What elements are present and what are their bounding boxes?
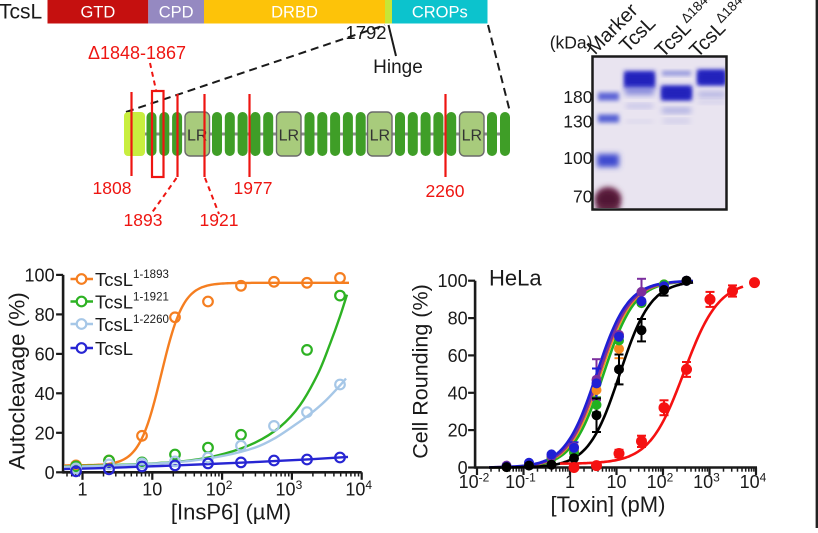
svg-text:LR: LR <box>279 128 299 145</box>
svg-text:CROPs: CROPs <box>412 4 468 22</box>
svg-text:10: 10 <box>142 480 162 500</box>
svg-text:70: 70 <box>573 187 593 207</box>
svg-text:1: 1 <box>565 472 575 492</box>
svg-text:TcsL: TcsL <box>95 338 133 359</box>
svg-text:10: 10 <box>606 472 626 492</box>
svg-text:1921: 1921 <box>200 210 239 230</box>
svg-text:1792: 1792 <box>345 22 386 43</box>
svg-text:20: 20 <box>35 423 55 443</box>
svg-text:100: 100 <box>438 271 468 291</box>
svg-text:40: 40 <box>448 383 468 403</box>
svg-text:[InsP6] (µM): [InsP6] (µM) <box>171 500 291 525</box>
svg-text:0: 0 <box>45 463 55 483</box>
svg-text:LR: LR <box>187 128 207 145</box>
svg-text:1893: 1893 <box>124 210 163 230</box>
svg-text:100: 100 <box>25 265 55 285</box>
svg-text:2260: 2260 <box>426 181 465 201</box>
svg-text:60: 60 <box>35 344 55 364</box>
svg-text:180: 180 <box>563 87 592 107</box>
svg-text:GTD: GTD <box>80 4 115 22</box>
svg-text:HeLa: HeLa <box>489 266 542 291</box>
svg-text:80: 80 <box>448 309 468 329</box>
svg-text:100: 100 <box>563 148 592 168</box>
svg-text:60: 60 <box>448 346 468 366</box>
svg-text:LR: LR <box>462 128 482 145</box>
svg-text:(kDa): (kDa) <box>550 33 593 53</box>
svg-text:1: 1 <box>77 480 87 500</box>
svg-text:CPD: CPD <box>159 4 194 22</box>
svg-text:[Toxin] (pM): [Toxin] (pM) <box>551 492 666 517</box>
svg-text:LR: LR <box>370 128 390 145</box>
svg-text:80: 80 <box>35 305 55 325</box>
svg-text:Δ1848-1867: Δ1848-1867 <box>88 43 186 63</box>
svg-text:TcsL: TcsL <box>0 1 42 24</box>
svg-text:40: 40 <box>35 384 55 404</box>
svg-text:1808: 1808 <box>93 178 132 198</box>
svg-text:DRBD: DRBD <box>271 4 318 22</box>
svg-text:Hinge: Hinge <box>373 57 423 78</box>
svg-text:Autocleavage (%): Autocleavage (%) <box>5 292 30 470</box>
svg-text:130: 130 <box>563 111 592 131</box>
svg-text:0: 0 <box>458 458 468 478</box>
svg-text:1977: 1977 <box>234 178 273 198</box>
svg-text:20: 20 <box>448 421 468 441</box>
svg-text:Cell Rounding (%): Cell Rounding (%) <box>409 284 433 458</box>
